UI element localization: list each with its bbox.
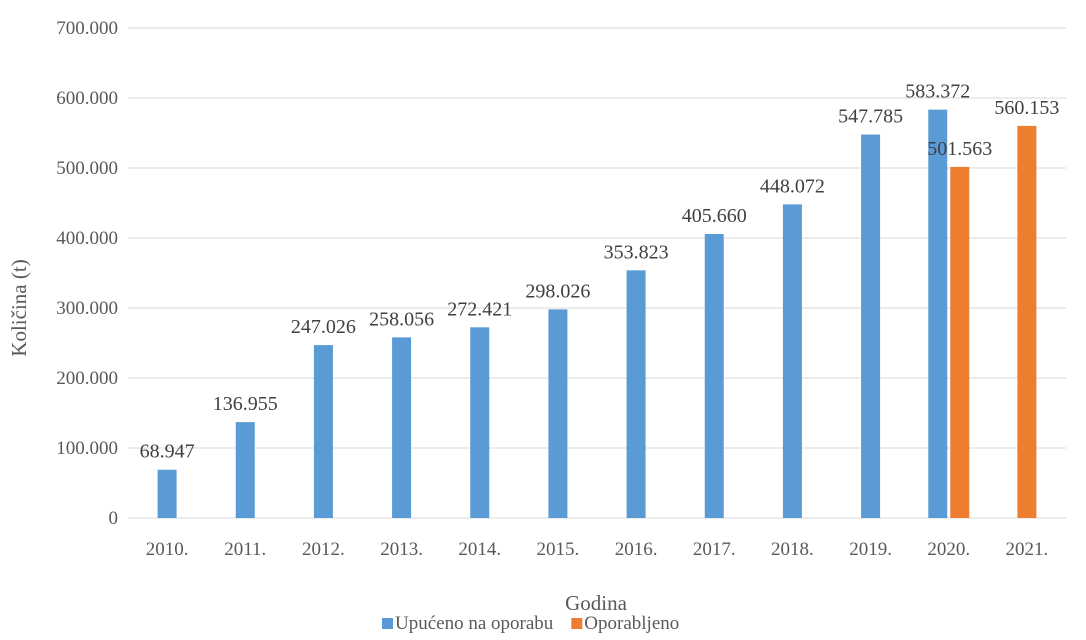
data-label: 547.785 [838,106,903,128]
y-tick-label: 400.000 [56,228,118,249]
x-axis-ticks: 2010. 2011. 2012. 2013. 2014. 2015. 2016. 2017.… [146,539,1049,560]
y-tick-label: 0 [109,508,119,529]
x-tick-label: 2010. [146,539,189,560]
data-label: 583.372 [905,81,970,103]
data-label: 501.563 [927,138,992,160]
legend-swatch [571,618,583,629]
legend: Upućeno na oporabu Oporabljeno [382,613,679,634]
x-tick-label: 2012. [302,539,345,560]
bar [548,309,568,518]
y-tick-label: 300.000 [56,298,118,319]
data-label: 258.056 [369,308,434,330]
data-label: 405.660 [682,205,747,227]
bar [626,270,646,518]
bar [157,469,177,518]
gridlines [128,27,1066,519]
x-tick-label: 2019. [849,539,892,560]
x-tick-label: 2013. [380,539,423,560]
data-label: 68.947 [140,441,195,463]
data-label: 136.955 [213,393,278,415]
x-axis-title: Godina [565,591,628,615]
y-axis-ticks: 0 100.000 200.000 300.000 400.000 500.000 600.… [56,18,118,529]
data-label: 298.026 [525,280,590,302]
x-tick-label: 2021. [1006,539,1049,560]
bar [782,204,802,518]
x-tick-label: 2018. [771,539,814,560]
y-axis-title: Količina (t) [7,259,31,356]
data-labels: 68.947 136.955 247.026 258.056 272.421 298.02… [140,81,1060,463]
x-tick-label: 2020. [927,539,970,560]
bar [704,234,724,518]
data-label: 560.153 [994,97,1059,119]
bar [861,134,881,518]
y-tick-label: 100.000 [56,438,118,459]
y-tick-label: 200.000 [56,368,118,389]
x-tick-label: 2016. [615,539,658,560]
bar [928,109,948,519]
legend-label: Upućeno na oporabu [395,613,554,634]
y-tick-label: 600.000 [56,88,118,109]
bar [950,166,970,519]
bar [392,337,412,518]
bar [235,422,255,518]
y-tick-label: 500.000 [56,158,118,179]
data-label: 353.823 [604,241,669,263]
x-tick-label: 2014. [458,539,501,560]
bar [1017,125,1037,519]
data-label: 247.026 [291,316,356,338]
x-tick-label: 2015. [537,539,580,560]
y-tick-label: 700.000 [56,18,118,39]
legend-swatch [382,618,393,629]
data-label: 272.421 [447,298,512,320]
bar [313,345,333,518]
bar [470,327,490,518]
legend-label: Oporabljeno [584,613,679,634]
x-tick-label: 2017. [693,539,736,560]
data-label: 448.072 [760,175,825,197]
bars [157,109,1037,519]
x-tick-label: 2011. [224,539,266,560]
